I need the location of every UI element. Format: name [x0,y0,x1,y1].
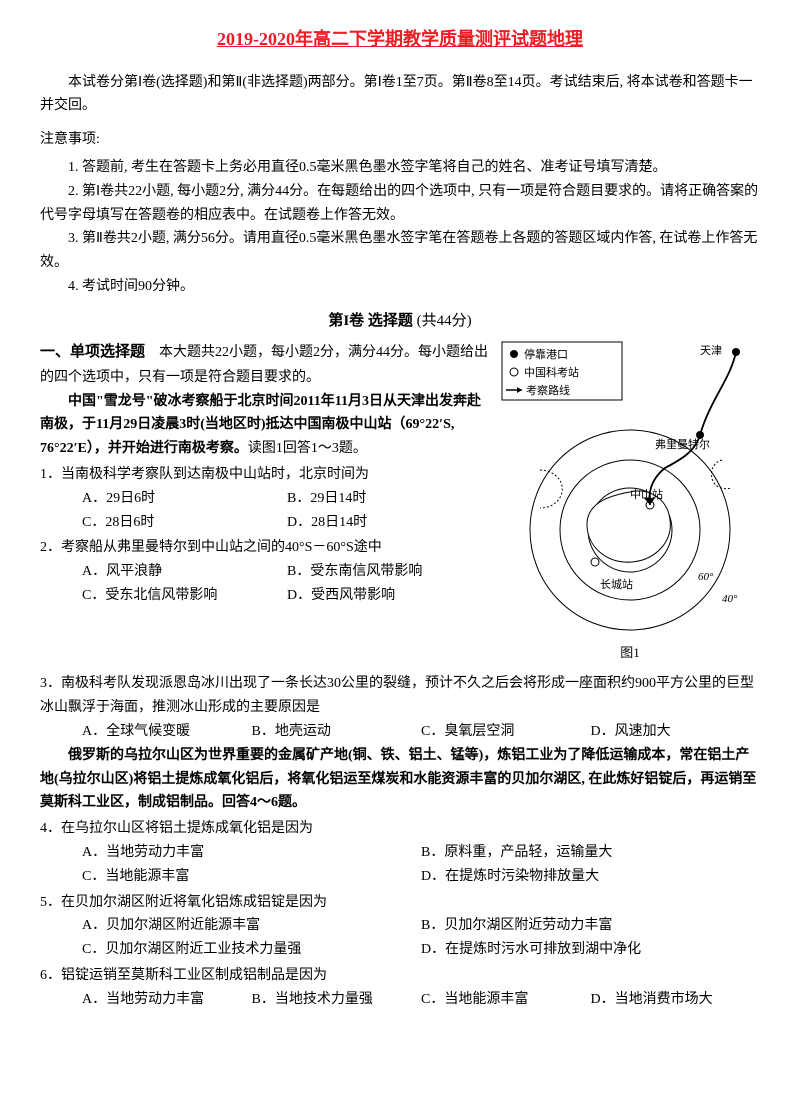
q5-A: A．贝加尔湖区附近能源丰富 [82,914,421,938]
part1-sub: (共44分) [417,313,472,329]
q5-options: A．贝加尔湖区附近能源丰富 B．贝加尔湖区附近劳动力丰富 C．贝加尔湖区附近工业… [40,914,760,962]
q1-A: A．29日6时 [82,487,287,511]
label-changcheng: 长城站 [600,577,633,591]
q4-options: A．当地劳动力丰富 B．原料重，产品轻，运输量大 C．当地能源丰富 D．在提炼时… [40,841,760,889]
q1-C: C．28日6时 [82,511,287,535]
part1-title: 第I卷 选择题 (共44分) [40,309,760,335]
q6-D: D．当地消费市场大 [591,988,761,1012]
q6-B: B．当地技术力量强 [252,988,422,1012]
q1-options: A．29日6时 B．29日14时 C．28日6时 D．28日14时 [40,487,492,535]
q5-B: B．贝加尔湖区附近劳动力丰富 [421,914,760,938]
q2-B: B．受东南信风带影响 [287,560,492,584]
q2-A: A．风平浪静 [82,560,287,584]
label-40: 40° [722,593,738,605]
q5-text: 5．在贝加尔湖区附近将氧化铝炼成铝锭是因为 [40,891,760,915]
q3-options: A．全球气候变暖 B．地壳运动 C．臭氧层空洞 D．风速加大 [40,720,760,744]
q1-D: D．28日14时 [287,511,492,535]
q6-C: C．当地能源丰富 [421,988,591,1012]
q2-options: A．风平浪静 B．受东南信风带影响 C．受东北信风带影响 D．受西风带影响 [40,560,492,608]
q4-text: 4．在乌拉尔山区将铝土提炼成氧化铝是因为 [40,817,760,841]
passage-2: 俄罗斯的乌拉尔山区为世界重要的金属矿产地(铜、铁、铝土、锰等)，炼铝工业为了降低… [40,744,760,815]
q4-A: A．当地劳动力丰富 [82,841,421,865]
notice-4: 4. 考试时间90分钟。 [40,275,760,299]
q5-D: D．在提炼时污水可排放到湖中净化 [421,938,760,962]
q3-D: D．风速加大 [591,720,761,744]
q4-B: B．原料重，产品轻，运输量大 [421,841,760,865]
figure-1: 停靠港口 中国科考站 考察路线 天津 弗里曼特尔 [500,340,760,664]
q3-B: B．地壳运动 [252,720,422,744]
passage-1b: 读图1回答1～3题。 [248,441,367,456]
label-60: 60° [698,571,714,583]
q2-C: C．受东北信风带影响 [82,584,287,608]
q4-D: D．在提炼时污染物排放量大 [421,865,760,889]
section1-head-label: 一、单项选择题 [40,344,145,360]
q3-text: 3．南极科考队发现派恩岛冰川出现了一条长达30公里的裂缝，预计不久之后会将形成一… [40,672,760,720]
legend-route: 考察路线 [526,383,570,397]
part1-title-text: 第I卷 选择题 [328,313,413,329]
legend-station: 中国科考站 [524,365,579,379]
q6-options: A．当地劳动力丰富 B．当地技术力量强 C．当地能源丰富 D．当地消费市场大 [40,988,760,1012]
page-title: 2019-2020年高二下学期教学质量测评试题地理 [40,24,760,55]
legend-port: 停靠港口 [524,347,568,361]
q1-B: B．29日14时 [287,487,492,511]
label-tianjin: 天津 [700,344,722,357]
label-fremantle: 弗里曼特尔 [655,437,710,451]
intro-text: 本试卷分第Ⅰ卷(选择题)和第Ⅱ(非选择题)两部分。第Ⅰ卷1至7页。第Ⅱ卷8至14… [40,71,760,119]
label-zhongshan: 中山站 [630,487,663,501]
map-svg: 停靠港口 中国科考站 考察路线 天津 弗里曼特尔 [500,340,760,640]
notice-3: 3. 第Ⅱ卷共2小题, 满分56分。请用直径0.5毫米黑色墨水签字笔在答题卷上各… [40,227,760,275]
q6-text: 6．铝锭运销至莫斯科工业区制成铝制品是因为 [40,964,760,988]
q3-C: C．臭氧层空洞 [421,720,591,744]
figure-caption: 图1 [500,642,760,664]
q2-D: D．受西风带影响 [287,584,492,608]
notice-head: 注意事项: [40,128,760,152]
q5-C: C．贝加尔湖区附近工业技术力量强 [82,938,421,962]
q4-C: C．当地能源丰富 [82,865,421,889]
q3-A: A．全球气候变暖 [82,720,252,744]
q6-A: A．当地劳动力丰富 [82,988,252,1012]
notice-2: 2. 第Ⅰ卷共22小题, 每小题2分, 满分44分。在每题给出的四个选项中, 只… [40,180,760,228]
notice-1: 1. 答题前, 考生在答题卡上务必用直径0.5毫米黑色墨水签字笔将自己的姓名、准… [40,156,760,180]
